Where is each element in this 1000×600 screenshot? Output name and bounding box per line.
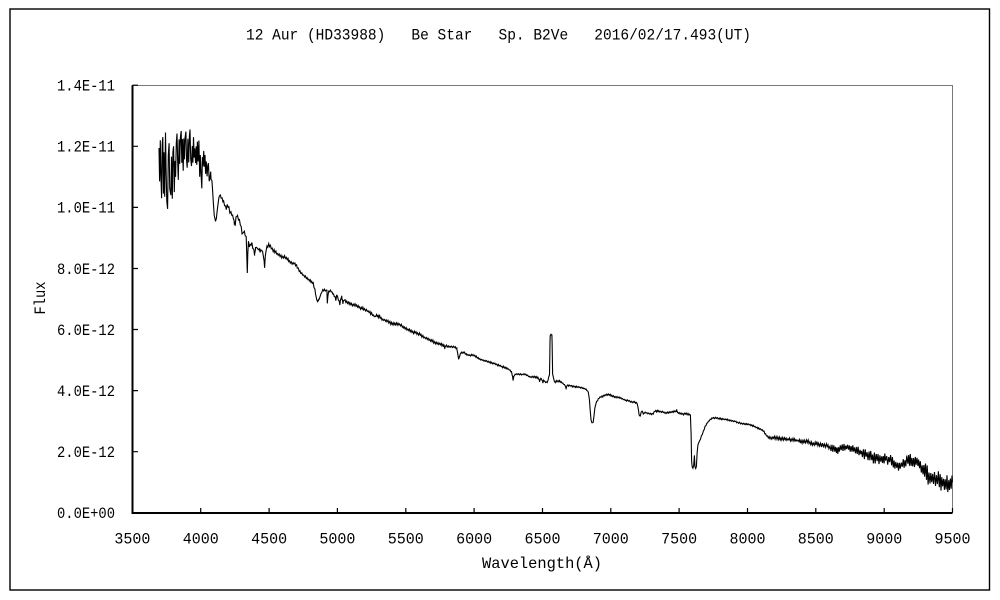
svg-text:4.0E-12: 4.0E-12 — [57, 383, 115, 401]
svg-text:8500: 8500 — [798, 531, 834, 549]
svg-text:Wavelength(Å): Wavelength(Å) — [482, 555, 602, 573]
svg-text:2.0E-12: 2.0E-12 — [57, 444, 115, 462]
svg-text:9500: 9500 — [935, 531, 971, 549]
svg-text:7000: 7000 — [593, 531, 629, 549]
svg-text:7500: 7500 — [661, 531, 697, 549]
svg-text:0.0E+00: 0.0E+00 — [57, 505, 115, 523]
svg-text:5000: 5000 — [319, 531, 355, 549]
svg-text:8000: 8000 — [730, 531, 766, 549]
svg-text:12 Aur (HD33988) Be Star S: 12 Aur (HD33988) Be Star Sp. B2Ve 2016/0… — [246, 27, 751, 45]
svg-text:9000: 9000 — [866, 531, 902, 549]
svg-text:4500: 4500 — [251, 531, 287, 549]
svg-text:1.4E-11: 1.4E-11 — [57, 78, 115, 96]
svg-text:6500: 6500 — [525, 531, 561, 549]
svg-text:6000: 6000 — [456, 531, 492, 549]
svg-text:5500: 5500 — [388, 531, 424, 549]
svg-text:3500: 3500 — [114, 531, 150, 549]
svg-text:6.0E-12: 6.0E-12 — [57, 322, 115, 340]
svg-text:4000: 4000 — [183, 531, 219, 549]
svg-text:1.2E-11: 1.2E-11 — [57, 139, 115, 157]
svg-text:Flux: Flux — [32, 282, 50, 315]
svg-text:8.0E-12: 8.0E-12 — [57, 261, 115, 279]
svg-text:1.0E-11: 1.0E-11 — [57, 200, 115, 218]
